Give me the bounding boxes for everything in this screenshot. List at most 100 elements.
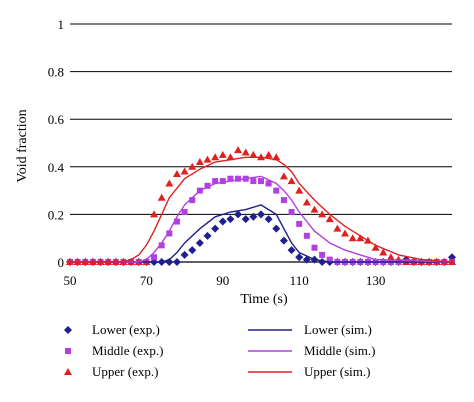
y-tick-label: 0.6 <box>48 112 65 127</box>
data-point <box>227 175 234 182</box>
series-line <box>70 204 452 263</box>
data-point <box>150 210 159 218</box>
data-point <box>234 146 243 154</box>
data-point <box>272 153 281 161</box>
data-point <box>302 198 311 206</box>
data-point <box>280 197 287 204</box>
data-point <box>219 178 226 185</box>
y-axis-ticks: 0 0.2 0.4 0.6 0.8 1 <box>48 17 65 270</box>
data-point <box>264 215 273 224</box>
series-4 <box>70 175 453 263</box>
data-point <box>172 169 181 177</box>
x-axis-label: Time (s) <box>240 292 288 307</box>
series-5 <box>70 156 453 263</box>
data-point <box>249 150 258 158</box>
data-point <box>250 178 257 185</box>
data-point <box>348 234 357 242</box>
series-2 <box>66 146 456 265</box>
data-point <box>371 243 380 251</box>
data-point <box>203 155 212 163</box>
data-point <box>258 178 264 185</box>
data-point <box>211 153 220 161</box>
data-point <box>296 220 303 227</box>
data-point <box>325 215 334 223</box>
data-point <box>241 148 250 156</box>
data-point <box>310 205 319 213</box>
series-3 <box>70 204 452 263</box>
legend-label: Upper (exp.) <box>92 364 158 379</box>
data-point <box>386 253 395 261</box>
data-point <box>264 150 273 158</box>
data-point <box>180 250 189 259</box>
data-point <box>212 178 219 185</box>
data-point <box>204 182 211 189</box>
legend-label: Lower (exp.) <box>92 322 160 337</box>
legend-marker <box>64 326 72 334</box>
data-point <box>318 258 327 266</box>
data-point <box>226 215 235 224</box>
data-point <box>218 150 227 158</box>
data-point <box>180 167 189 175</box>
data-point <box>235 175 242 182</box>
data-point <box>188 246 197 255</box>
data-point <box>341 229 350 237</box>
data-point <box>273 187 280 194</box>
data-point <box>257 210 265 219</box>
data-point <box>234 210 243 219</box>
x-tick-label: 70 <box>140 273 153 288</box>
series-1 <box>67 175 455 265</box>
data-point <box>319 251 326 258</box>
y-tick-label: 0.2 <box>48 207 64 222</box>
data-point <box>279 172 288 180</box>
data-point <box>287 246 296 255</box>
y-tick-label: 0 <box>58 255 65 270</box>
legend: Lower (exp.) Middle (exp.) Upper (exp.) Low… <box>64 322 376 379</box>
data-point <box>288 209 295 216</box>
legend-label: Middle (exp.) <box>92 343 163 358</box>
data-point <box>189 197 196 204</box>
legend-label: Upper (sim.) <box>304 364 370 379</box>
x-axis-ticks: 50 70 90 110 130 <box>64 273 386 288</box>
x-tick-label: 90 <box>216 273 229 288</box>
data-point <box>379 248 388 256</box>
series-line <box>70 175 453 263</box>
data-point <box>195 238 204 247</box>
y-tick-label: 1 <box>58 17 65 32</box>
y-tick-label: 0.8 <box>48 65 64 80</box>
data-point <box>211 224 220 233</box>
data-point <box>318 210 327 218</box>
y-tick-label: 0.4 <box>48 160 65 175</box>
data-point <box>172 258 181 266</box>
data-point <box>226 153 235 161</box>
legend-marker <box>65 348 71 354</box>
y-axis-label: Void fraction <box>15 109 30 182</box>
legend-label: Lower (sim.) <box>304 322 372 337</box>
data-point <box>173 218 180 225</box>
gridlines <box>70 23 452 215</box>
data-point <box>165 179 174 187</box>
plot-area <box>66 146 456 266</box>
data-point <box>188 162 197 170</box>
data-point <box>287 177 296 185</box>
series-line <box>70 156 453 263</box>
data-point <box>326 256 333 263</box>
data-point <box>265 180 272 187</box>
data-point <box>295 186 304 194</box>
data-point <box>218 217 227 226</box>
data-point <box>181 209 188 216</box>
data-point <box>241 215 250 224</box>
data-point <box>157 193 166 201</box>
data-point <box>249 212 258 221</box>
data-point <box>295 253 304 262</box>
data-point <box>166 230 173 237</box>
legend-label: Middle (sim.) <box>304 343 376 358</box>
legend-marker <box>64 368 72 375</box>
data-point <box>311 244 318 251</box>
data-point <box>303 232 310 239</box>
data-point <box>158 242 165 249</box>
data-point <box>151 254 158 261</box>
data-point <box>356 234 365 242</box>
x-tick-label: 50 <box>64 273 77 288</box>
data-point <box>272 224 281 233</box>
